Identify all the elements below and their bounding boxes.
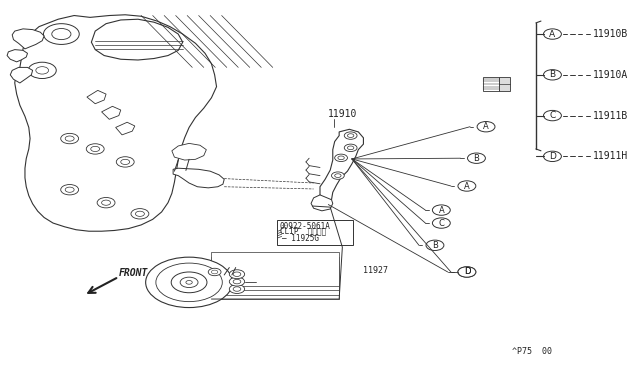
Circle shape — [229, 277, 244, 286]
Circle shape — [348, 146, 354, 150]
Circle shape — [208, 268, 221, 276]
Circle shape — [172, 272, 207, 293]
Circle shape — [543, 29, 561, 39]
Text: 11910B: 11910B — [593, 29, 628, 39]
Text: CLIP  クリップ: CLIP クリップ — [280, 227, 326, 236]
Text: 11910: 11910 — [328, 109, 357, 119]
Circle shape — [28, 62, 56, 78]
Text: 11927: 11927 — [364, 266, 388, 275]
Text: C: C — [438, 219, 444, 228]
Polygon shape — [15, 15, 216, 231]
Circle shape — [44, 24, 79, 44]
Circle shape — [102, 200, 111, 205]
Circle shape — [344, 144, 357, 151]
Circle shape — [65, 187, 74, 192]
Circle shape — [91, 146, 100, 151]
Text: A: A — [464, 182, 470, 190]
Text: 11911H: 11911H — [593, 151, 628, 161]
Text: — 11925G: — 11925G — [282, 234, 319, 243]
Circle shape — [233, 272, 241, 276]
Polygon shape — [10, 67, 33, 83]
Polygon shape — [173, 168, 224, 188]
Circle shape — [458, 267, 476, 277]
FancyBboxPatch shape — [483, 77, 499, 91]
Circle shape — [233, 287, 241, 291]
Circle shape — [65, 136, 74, 141]
Text: FRONT: FRONT — [119, 268, 148, 278]
Circle shape — [180, 277, 198, 288]
Circle shape — [543, 70, 561, 80]
Polygon shape — [311, 195, 333, 211]
Text: B: B — [549, 70, 556, 79]
Text: A: A — [483, 122, 489, 131]
Circle shape — [97, 198, 115, 208]
Polygon shape — [116, 122, 135, 135]
Circle shape — [146, 257, 232, 308]
Text: B: B — [474, 154, 479, 163]
Polygon shape — [7, 49, 28, 62]
Circle shape — [338, 156, 344, 160]
Circle shape — [344, 132, 357, 139]
Circle shape — [543, 110, 561, 121]
Polygon shape — [172, 143, 206, 160]
Circle shape — [36, 67, 49, 74]
FancyBboxPatch shape — [499, 77, 510, 91]
Polygon shape — [211, 252, 339, 286]
FancyBboxPatch shape — [276, 220, 353, 245]
Circle shape — [136, 211, 145, 217]
Text: A: A — [549, 29, 556, 39]
Circle shape — [458, 181, 476, 191]
Polygon shape — [211, 266, 339, 299]
Circle shape — [131, 209, 149, 219]
Circle shape — [467, 153, 485, 163]
Circle shape — [121, 159, 130, 164]
Circle shape — [348, 134, 354, 137]
Text: 11911B: 11911B — [593, 110, 628, 121]
Circle shape — [332, 172, 344, 179]
Polygon shape — [12, 29, 44, 49]
Circle shape — [186, 280, 192, 284]
Circle shape — [86, 144, 104, 154]
Circle shape — [335, 154, 348, 161]
Circle shape — [229, 270, 244, 279]
Text: 00922-5061A: 00922-5061A — [280, 221, 331, 231]
Circle shape — [426, 240, 444, 250]
Text: D: D — [463, 267, 470, 276]
Polygon shape — [320, 129, 364, 200]
Circle shape — [61, 134, 79, 144]
Polygon shape — [211, 257, 339, 290]
Circle shape — [458, 267, 476, 277]
Circle shape — [61, 185, 79, 195]
Polygon shape — [92, 19, 182, 60]
Circle shape — [335, 174, 341, 177]
Text: 11910A: 11910A — [593, 70, 628, 80]
Text: B: B — [432, 241, 438, 250]
Circle shape — [543, 151, 561, 161]
Text: C: C — [549, 111, 556, 120]
Text: D: D — [463, 267, 470, 276]
Circle shape — [52, 29, 71, 39]
Circle shape — [233, 279, 241, 284]
Text: A: A — [438, 206, 444, 215]
Text: ^P75  00: ^P75 00 — [511, 347, 552, 356]
Circle shape — [156, 263, 222, 302]
Polygon shape — [87, 90, 106, 104]
Text: D: D — [549, 152, 556, 161]
Circle shape — [433, 205, 451, 215]
Polygon shape — [211, 261, 339, 295]
Circle shape — [229, 285, 244, 294]
Polygon shape — [102, 106, 121, 119]
Circle shape — [211, 270, 218, 274]
Circle shape — [477, 122, 495, 132]
Circle shape — [116, 157, 134, 167]
Circle shape — [433, 218, 451, 228]
